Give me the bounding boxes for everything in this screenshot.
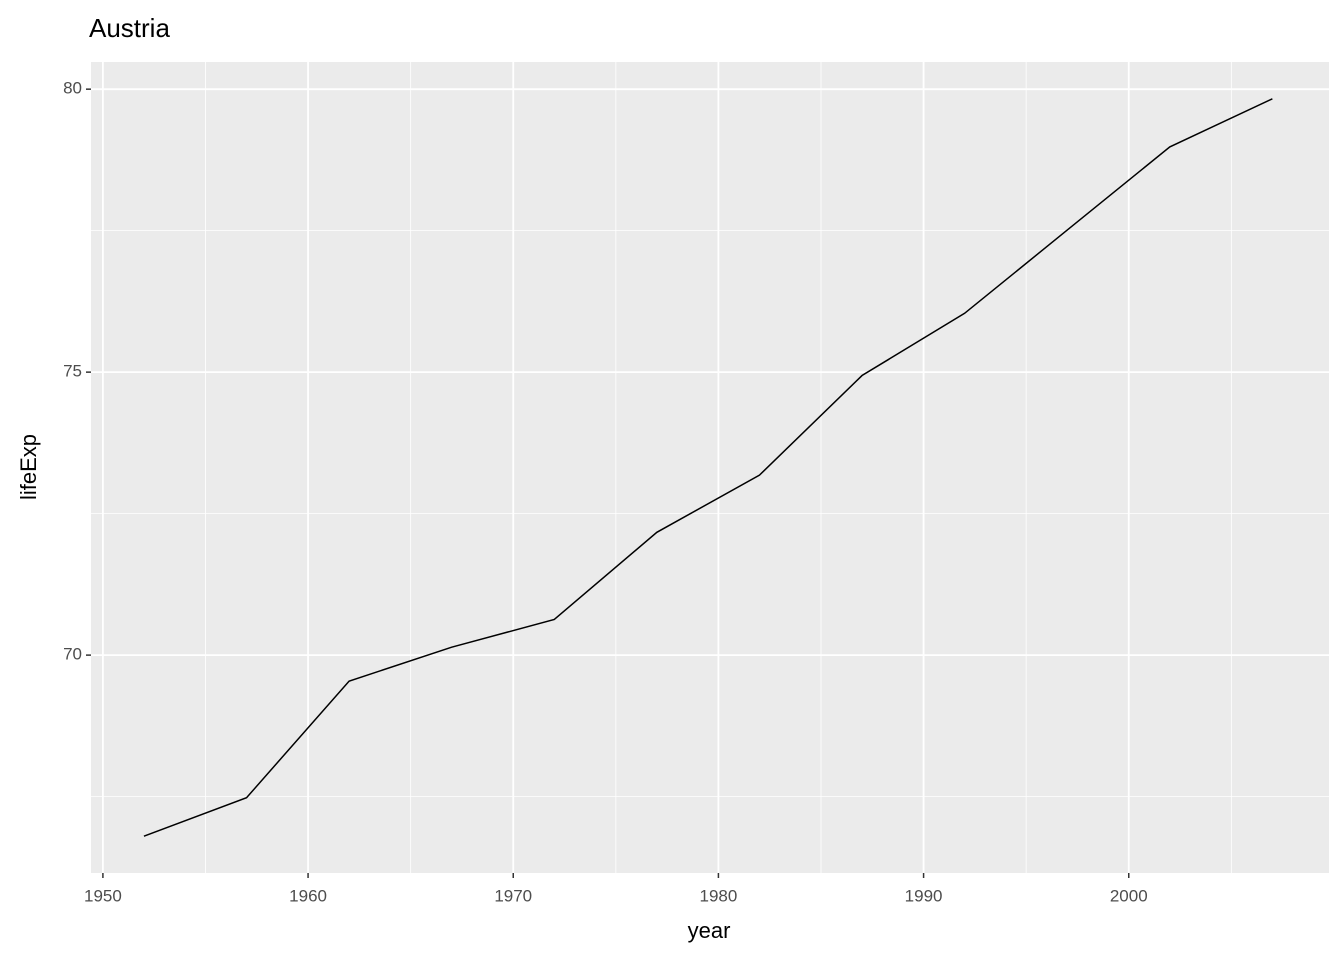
x-tick-label: 2000 <box>1110 886 1148 905</box>
y-tick-label: 80 <box>63 79 82 98</box>
y-tick-label: 75 <box>63 362 82 381</box>
y-tick-label: 70 <box>63 645 82 664</box>
x-tick-label: 1980 <box>699 886 737 905</box>
y-axis-title: lifeExp <box>16 434 41 500</box>
x-tick-label: 1970 <box>494 886 532 905</box>
chart-title: Austria <box>89 13 170 43</box>
x-tick-label: 1990 <box>905 886 943 905</box>
x-tick-label: 1950 <box>84 886 122 905</box>
x-tick-label: 1960 <box>289 886 327 905</box>
plot-panel <box>91 62 1329 873</box>
data-line <box>143 98 1273 837</box>
x-axis-title: year <box>688 918 731 943</box>
